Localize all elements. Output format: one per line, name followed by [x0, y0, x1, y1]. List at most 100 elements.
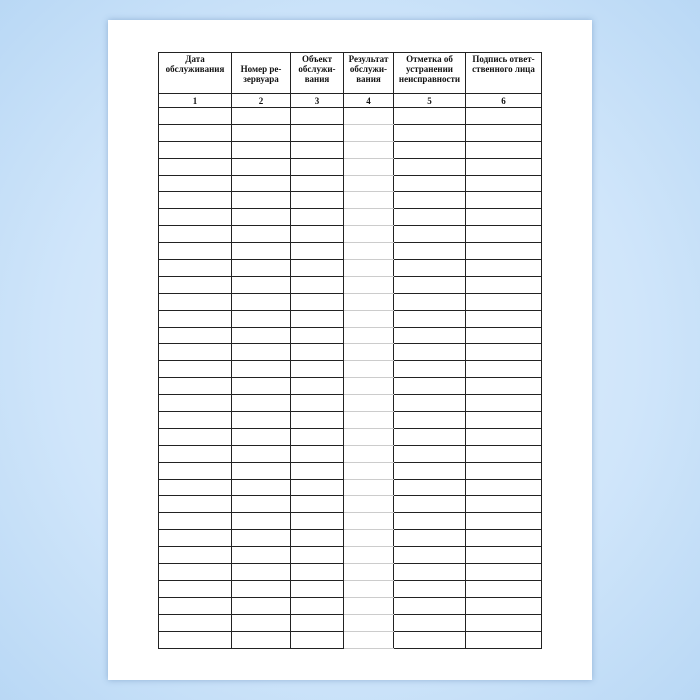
table-cell — [231, 191, 291, 210]
table-cell — [290, 512, 344, 531]
table-cell — [290, 394, 344, 413]
table-cell — [231, 343, 291, 362]
table-cell — [343, 343, 394, 362]
column-header: Результат обслужи-вания — [343, 52, 394, 94]
table-cell — [158, 343, 232, 362]
table-cell — [343, 444, 394, 463]
table-cell — [290, 157, 344, 176]
column-header: Номер ре-зервуара — [231, 52, 291, 94]
column-header: Подпись ответ-ственного лица — [465, 52, 542, 94]
table-cell — [465, 275, 542, 294]
table-cell — [343, 596, 394, 615]
table-cell — [343, 461, 394, 480]
table-cell — [158, 225, 232, 244]
table-cell — [465, 208, 542, 227]
table-cell — [393, 140, 466, 159]
table-cell — [231, 444, 291, 463]
column-number: 2 — [231, 93, 291, 108]
table-cell — [465, 495, 542, 514]
table-cell — [465, 630, 542, 649]
table-cell — [158, 123, 232, 142]
table-cell — [393, 512, 466, 531]
table-cell — [393, 579, 466, 598]
table-row — [158, 495, 542, 514]
table-row — [158, 563, 542, 581]
table-cell — [290, 292, 344, 311]
table-cell — [231, 377, 291, 396]
column-number-row: 1 2 3 4 5 6 — [158, 93, 542, 108]
table-cell — [465, 360, 542, 379]
table-cell — [158, 326, 232, 345]
table-cell — [158, 495, 232, 514]
table-cell — [465, 326, 542, 345]
table-cell — [465, 394, 542, 413]
maintenance-log-table: Дата обслуживания Номер ре-зервуара Объе… — [158, 52, 542, 649]
table-cell — [158, 579, 232, 598]
table-cell — [231, 292, 291, 311]
table-cell — [158, 174, 232, 193]
table-row — [158, 242, 542, 261]
table-cell — [158, 275, 232, 294]
table-cell — [393, 242, 466, 261]
table-cell — [465, 579, 542, 598]
table-cell — [393, 495, 466, 514]
table-cell — [393, 478, 466, 497]
table-cell — [231, 242, 291, 261]
table-cell — [158, 259, 232, 277]
table-cell — [231, 427, 291, 446]
table-cell — [290, 191, 344, 210]
table-cell — [231, 208, 291, 227]
table-cell — [393, 191, 466, 210]
table-cell — [158, 157, 232, 176]
table-cell — [290, 208, 344, 227]
table-cell — [343, 630, 394, 649]
table-cell — [393, 309, 466, 328]
table-cell — [343, 309, 394, 328]
header-row: Дата обслуживания Номер ре-зервуара Объе… — [158, 52, 542, 94]
table-cell — [343, 579, 394, 598]
table-cell — [343, 427, 394, 446]
table-row — [158, 630, 542, 649]
table-cell — [231, 613, 291, 632]
table-cell — [231, 174, 291, 193]
table-cell — [465, 309, 542, 328]
table-row — [158, 478, 542, 497]
table-cell — [343, 512, 394, 531]
table-cell — [231, 394, 291, 413]
table-cell — [231, 275, 291, 294]
table-cell — [158, 208, 232, 227]
table-cell — [343, 157, 394, 176]
table-cell — [158, 107, 232, 125]
table-cell — [343, 546, 394, 565]
table-row — [158, 309, 542, 328]
column-header: Отметка об устранении неисправности — [393, 52, 466, 94]
table-cell — [393, 427, 466, 446]
table-cell — [231, 360, 291, 379]
table-row — [158, 512, 542, 531]
table-cell — [290, 377, 344, 396]
table-row — [158, 427, 542, 446]
table-cell — [343, 275, 394, 294]
table-row — [158, 123, 542, 142]
table-cell — [393, 529, 466, 548]
table-cell — [343, 495, 394, 514]
table-cell — [231, 225, 291, 244]
table-cell — [465, 107, 542, 125]
table-cell — [465, 191, 542, 210]
table-row — [158, 174, 542, 193]
table-cell — [393, 107, 466, 125]
table-cell — [231, 579, 291, 598]
table-row — [158, 208, 542, 227]
table-cell — [290, 563, 344, 581]
table-cell — [290, 411, 344, 429]
table-row — [158, 326, 542, 345]
table-cell — [290, 107, 344, 125]
table-cell — [343, 208, 394, 227]
table-cell — [231, 123, 291, 142]
table-cell — [393, 377, 466, 396]
table-row — [158, 546, 542, 565]
table-cell — [343, 563, 394, 581]
table-row — [158, 444, 542, 463]
table-cell — [465, 478, 542, 497]
table-cell — [231, 326, 291, 345]
